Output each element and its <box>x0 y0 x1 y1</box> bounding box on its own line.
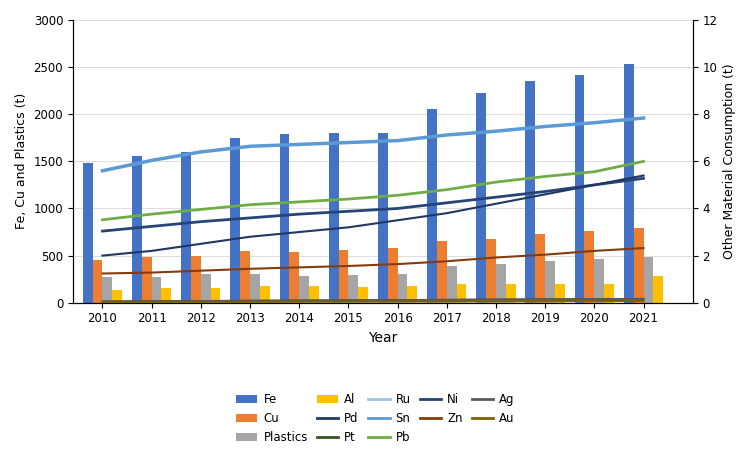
Bar <box>407 286 418 303</box>
Bar <box>201 274 210 303</box>
Bar <box>152 277 161 303</box>
Y-axis label: Fe, Cu and Plastics (t): Fe, Cu and Plastics (t) <box>15 93 28 230</box>
Bar <box>575 75 584 303</box>
Bar <box>378 133 388 303</box>
Bar <box>240 251 250 303</box>
Bar <box>161 288 171 303</box>
Bar <box>496 264 505 303</box>
Bar <box>624 64 634 303</box>
Bar <box>437 242 447 303</box>
Bar <box>102 277 112 303</box>
X-axis label: Year: Year <box>368 331 397 345</box>
Bar <box>329 133 339 303</box>
Bar <box>634 228 644 303</box>
Bar <box>644 256 653 303</box>
Bar <box>457 284 466 303</box>
Bar <box>397 274 407 303</box>
Bar <box>299 276 309 303</box>
Bar <box>142 257 152 303</box>
Bar <box>348 275 358 303</box>
Bar <box>358 287 368 303</box>
Bar <box>132 156 142 303</box>
Bar <box>427 108 437 303</box>
Bar <box>476 93 486 303</box>
Bar <box>388 248 397 303</box>
Bar <box>289 252 299 303</box>
Bar <box>309 286 319 303</box>
Bar <box>584 231 594 303</box>
Bar <box>92 260 102 303</box>
Bar <box>112 289 122 303</box>
Bar <box>535 234 545 303</box>
Bar <box>339 250 348 303</box>
Bar <box>545 261 555 303</box>
Bar <box>486 238 496 303</box>
Bar <box>191 256 201 303</box>
Bar <box>279 134 289 303</box>
Bar <box>604 284 614 303</box>
Bar <box>653 276 663 303</box>
Bar <box>447 266 457 303</box>
Bar <box>231 138 240 303</box>
Legend: Fe, Cu, Plastics, Al, Pd, Pt, Ru, Sn, Pb, Ni, Zn, Ag, Au: Fe, Cu, Plastics, Al, Pd, Pt, Ru, Sn, Pb… <box>231 388 520 449</box>
Bar <box>250 274 260 303</box>
Bar <box>526 81 535 303</box>
Bar <box>505 284 516 303</box>
Bar <box>555 284 565 303</box>
Bar <box>181 152 191 303</box>
Bar <box>260 286 270 303</box>
Y-axis label: Other Material Consumption (t): Other Material Consumption (t) <box>723 63 736 259</box>
Bar <box>594 259 604 303</box>
Bar <box>83 163 92 303</box>
Bar <box>210 288 221 303</box>
